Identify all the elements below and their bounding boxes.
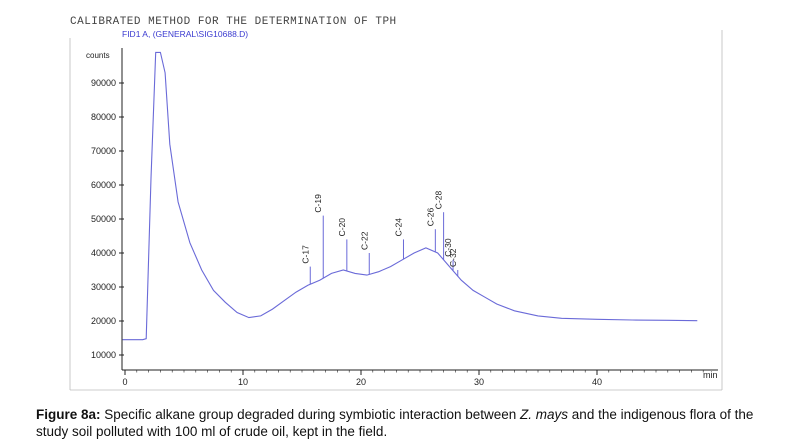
y-tick-label: 50000 bbox=[91, 214, 116, 224]
x-tick-label: 20 bbox=[356, 377, 366, 387]
chromatogram: CALIBRATED METHOD FOR THE DETERMINATION … bbox=[69, 16, 723, 391]
y-tick-label: 20000 bbox=[91, 316, 116, 326]
peak-label-c-32: C-32 bbox=[448, 248, 458, 267]
y-tick-label: 90000 bbox=[91, 78, 116, 88]
peak-label-c-22: C-22 bbox=[359, 231, 369, 250]
peak-label-c-26: C-26 bbox=[425, 208, 435, 227]
y-tick-label: 60000 bbox=[91, 180, 116, 190]
x-tick-label: 30 bbox=[474, 377, 484, 387]
caption-label: Figure 8a: bbox=[36, 407, 101, 422]
signal-trace bbox=[122, 51, 698, 341]
peak-label-c-28: C-28 bbox=[434, 191, 444, 210]
caption-species: Z. mays bbox=[520, 407, 569, 422]
y-tick-label: 80000 bbox=[91, 112, 116, 122]
x-tick-label: 0 bbox=[122, 377, 127, 387]
chart-title: CALIBRATED METHOD FOR THE DETERMINATION … bbox=[70, 16, 397, 28]
y-tick-label: 40000 bbox=[91, 248, 116, 258]
y-tick-label: 30000 bbox=[91, 282, 116, 292]
y-tick-label: 10000 bbox=[91, 350, 116, 360]
x-tick-label: 10 bbox=[238, 377, 248, 387]
peak-label-c-17: C-17 bbox=[300, 245, 310, 264]
y-tick-label: 70000 bbox=[91, 146, 116, 156]
x-axis-label: min bbox=[703, 370, 718, 380]
y-axis-label: counts bbox=[86, 51, 110, 60]
peak-label-c-24: C-24 bbox=[393, 218, 403, 237]
peak-label-c-30: C-30 bbox=[443, 238, 453, 257]
x-tick-label: 40 bbox=[592, 377, 602, 387]
chart-subtitle: FID1 A, (GENERAL\SIG10688.D) bbox=[122, 29, 248, 39]
peak-label-c-20: C-20 bbox=[337, 218, 347, 237]
caption-text-2: and the indigenous flora of the study so… bbox=[36, 407, 754, 439]
caption-text-1: Specific alkane group degraded during sy… bbox=[100, 407, 521, 422]
figure-caption: Figure 8a: Specific alkane group degrade… bbox=[36, 406, 776, 440]
peak-label-c-19: C-19 bbox=[313, 194, 323, 213]
